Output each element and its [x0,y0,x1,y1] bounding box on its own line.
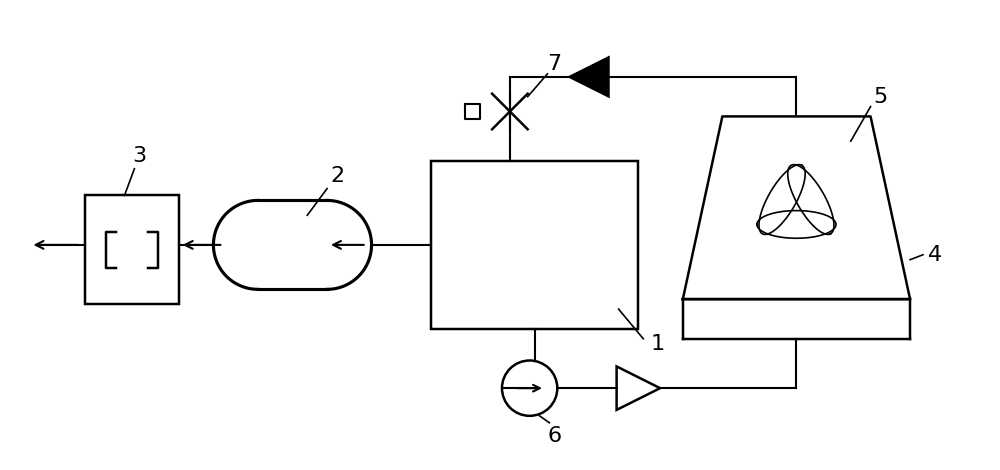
Text: 5: 5 [873,86,888,107]
Polygon shape [569,57,609,97]
Text: 3: 3 [132,146,146,166]
Text: 4: 4 [928,245,942,265]
Text: 7: 7 [547,54,561,74]
Bar [85,196,179,304]
Text: 2: 2 [330,166,344,186]
Bar [431,161,638,329]
Text: 1: 1 [651,334,665,354]
Text: 6: 6 [547,426,561,446]
